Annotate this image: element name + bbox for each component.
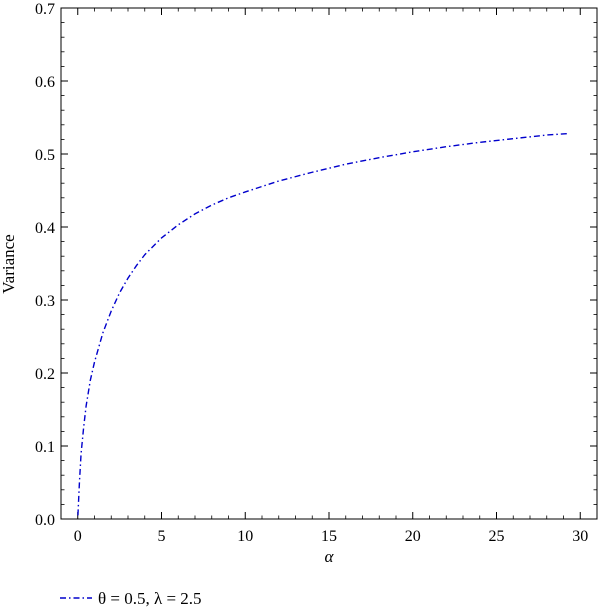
series-layer [77, 132, 569, 516]
y-tick-label: 0.2 [35, 366, 55, 383]
x-axis-label: α [325, 547, 335, 566]
y-axis-label: Variance [0, 234, 18, 293]
x-tick-label: 25 [489, 528, 505, 545]
x-tick-label: 5 [158, 528, 166, 545]
y-tick-label: 0.4 [35, 220, 55, 237]
legend-label: θ = 0.5, λ = 2.5 [98, 589, 202, 608]
y-axis-ticks: 0.0 0.1 0.2 0.3 0.4 0.5 0.6 0.7 [35, 1, 597, 529]
y-tick-label: 0.7 [35, 1, 55, 18]
y-tick-label: 0.3 [35, 293, 55, 310]
y-tick-label: 0.1 [35, 439, 55, 456]
y-tick-label: 0.6 [35, 74, 55, 91]
x-tick-label: 10 [237, 528, 253, 545]
x-axis-ticks: 0 5 10 15 20 25 30 [74, 8, 588, 545]
series-line-0 [77, 132, 569, 516]
x-tick-label: 20 [405, 528, 421, 545]
y-tick-label: 0.0 [35, 512, 55, 529]
y-tick-label: 0.5 [35, 147, 55, 164]
plot-frame [60, 7, 598, 520]
x-tick-label: 15 [321, 528, 337, 545]
x-tick-label: 0 [74, 528, 82, 545]
legend: θ = 0.5, λ = 2.5 [60, 589, 202, 608]
x-tick-label: 30 [572, 528, 588, 545]
